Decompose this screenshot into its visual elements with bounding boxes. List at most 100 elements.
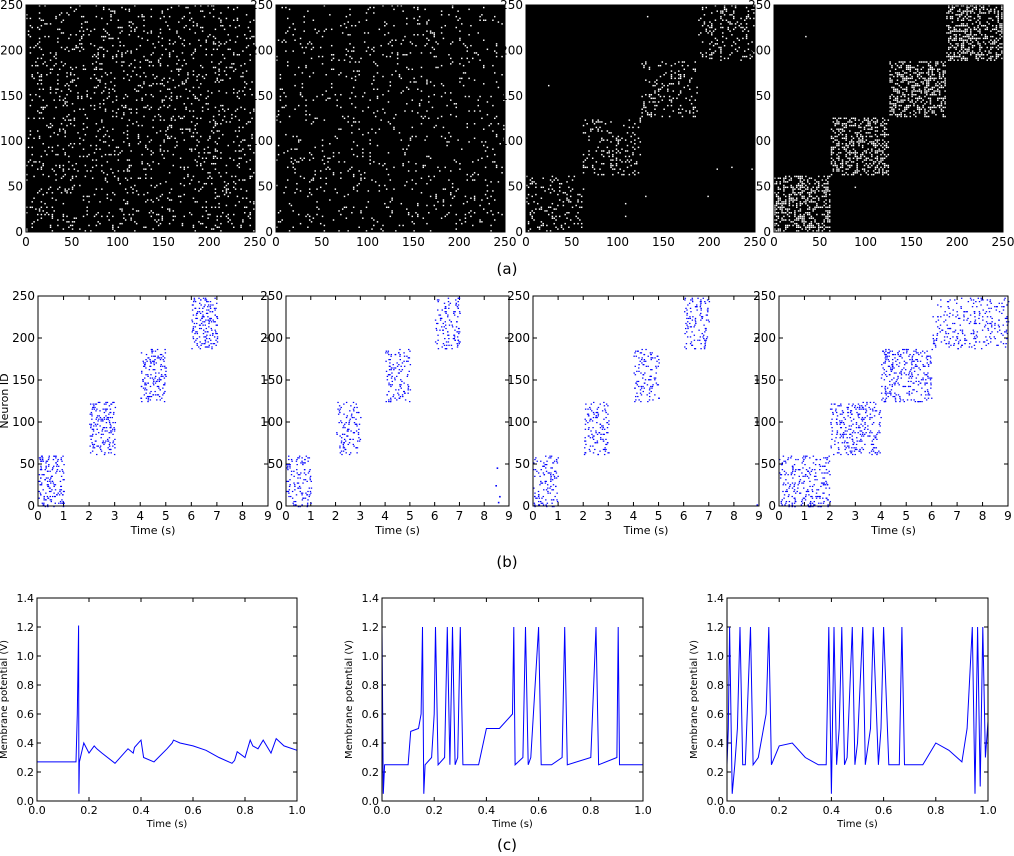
spike-point (103, 418, 106, 420)
matrix-dot (938, 104, 941, 107)
matrix-dot (909, 115, 912, 118)
spike-point (108, 437, 111, 439)
matrix-dot (830, 148, 833, 150)
matrix-dot (827, 186, 829, 189)
matrix-dot (590, 130, 592, 132)
matrix-dot (657, 93, 660, 96)
matrix-dot (477, 54, 479, 56)
matrix-dot (40, 213, 43, 216)
matrix-dot (975, 54, 977, 56)
matrix-dot (942, 110, 945, 112)
matrix-dot (415, 135, 417, 138)
matrix-dot (738, 46, 740, 49)
matrix-dot (244, 34, 246, 36)
matrix-dot (128, 213, 131, 216)
matrix-dot (838, 130, 840, 132)
x-tick-label: 150 (152, 235, 175, 249)
matrix-dot (858, 124, 860, 127)
matrix-dot (319, 170, 322, 172)
spike-point (145, 384, 147, 386)
matrix-dot (872, 170, 875, 172)
matrix-dot (106, 215, 109, 218)
matrix-dot (481, 221, 483, 223)
matrix-dot (308, 181, 311, 183)
matrix-dot (720, 59, 722, 61)
matrix-dot (417, 34, 419, 36)
matrix-dot (964, 59, 966, 61)
matrix-dot (238, 144, 240, 147)
matrix-dot (406, 86, 408, 89)
matrix-dot (948, 59, 950, 61)
matrix-dot (801, 197, 803, 199)
y-tick-label: 200 (12, 331, 35, 345)
matrix-dot (198, 141, 200, 143)
matrix-dot (968, 6, 970, 9)
matrix-dot (484, 141, 487, 143)
matrix-dot (779, 199, 781, 201)
matrix-dot (852, 137, 855, 140)
matrix-dot (135, 99, 138, 101)
matrix-dot (201, 215, 204, 218)
matrix-dot (995, 28, 998, 31)
matrix-dot (566, 197, 568, 199)
matrix-dot (60, 46, 63, 49)
matrix-dot (110, 15, 112, 18)
matrix-dot (112, 226, 114, 229)
matrix-dot (803, 213, 805, 216)
matrix-dot (165, 48, 167, 51)
matrix-dot (57, 79, 59, 81)
matrix-dot (244, 153, 246, 156)
spike-point (105, 410, 107, 412)
matrix-dot (225, 66, 228, 69)
matrix-dot (808, 208, 811, 210)
matrix-dot (245, 83, 248, 85)
matrix-dot (808, 192, 811, 194)
matrix-dot (907, 93, 910, 96)
matrix-dot (659, 88, 662, 90)
matrix-dot (951, 15, 954, 18)
matrix-dot (982, 54, 985, 56)
matrix-dot (527, 222, 530, 225)
matrix-dot (990, 17, 992, 20)
matrix-dot (418, 15, 421, 18)
matrix-dot (442, 126, 445, 129)
matrix-dot (99, 128, 101, 130)
matrix-dot (933, 112, 935, 114)
matrix-dot (58, 99, 61, 101)
matrix-dot (783, 202, 785, 205)
matrix-dot (185, 79, 187, 81)
matrix-dot (593, 168, 596, 170)
spike-point (45, 499, 47, 501)
matrix-dot (959, 50, 961, 52)
matrix-dot (727, 28, 729, 31)
matrix-dot (962, 30, 965, 32)
matrix-dot (168, 222, 171, 225)
matrix-dot (222, 119, 224, 121)
matrix-dot (222, 104, 224, 107)
matrix-dot (896, 72, 899, 74)
matrix-dot (803, 222, 805, 225)
matrix-dot (788, 199, 791, 201)
matrix-dot (179, 117, 182, 120)
matrix-dot (944, 77, 946, 80)
matrix-dot (926, 61, 928, 63)
matrix-dot (374, 63, 377, 65)
matrix-dot (82, 195, 85, 198)
matrix-dot (997, 12, 999, 14)
spike-point (39, 492, 42, 494)
matrix-dot (865, 159, 868, 161)
matrix-dot (455, 228, 458, 230)
matrix-dot (163, 84, 165, 87)
matrix-dot (929, 97, 932, 100)
matrix-dot (839, 117, 842, 120)
matrix-dot (878, 162, 880, 165)
matrix-dot (433, 55, 436, 58)
matrix-dot (858, 170, 860, 172)
matrix-dot (157, 108, 160, 110)
matrix-dot (900, 113, 902, 116)
matrix-dot (722, 32, 724, 34)
matrix-dot (466, 173, 468, 176)
matrix-dot (825, 215, 827, 218)
matrix-dot (376, 97, 379, 100)
matrix-dot (349, 34, 351, 36)
